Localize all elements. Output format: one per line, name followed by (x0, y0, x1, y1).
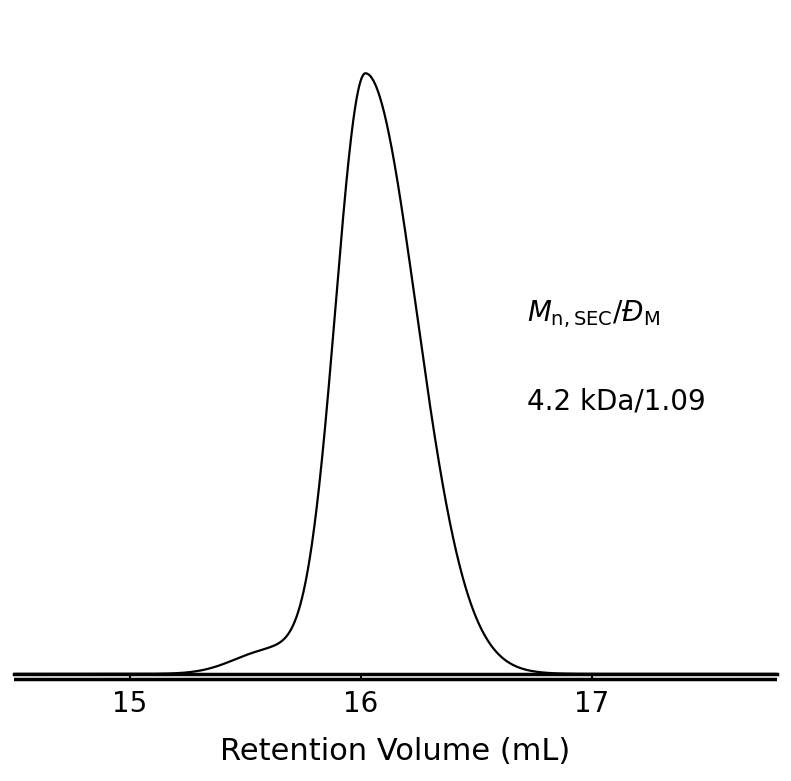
Text: 4.2 kDa/1.09: 4.2 kDa/1.09 (528, 387, 706, 415)
X-axis label: Retention Volume (mL): Retention Volume (mL) (221, 737, 570, 766)
Text: $\mathit{M}_\mathsf{n,SEC}$/$\mathit{\DH}_\mathsf{M}$: $\mathit{M}_\mathsf{n,SEC}$/$\mathit{\DH… (528, 298, 660, 330)
